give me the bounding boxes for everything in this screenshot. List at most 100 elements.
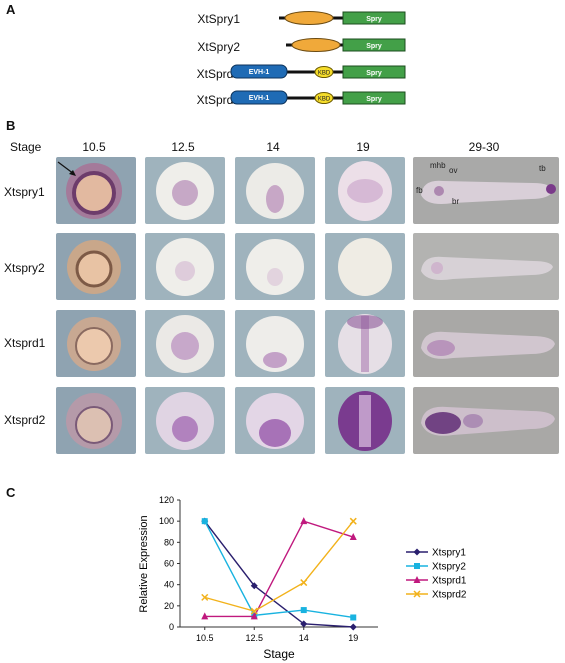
row-label-xtspry2: Xtspry2 — [4, 261, 45, 275]
embryo-image-xtspry2-10-5 — [56, 233, 136, 300]
legend: Xtspry1 Xtspry2 Xtsprd1 Xtsprd2 — [406, 548, 467, 601]
embryo-image-xtsprd2-29-30 — [413, 387, 559, 454]
series-line — [204, 520, 354, 612]
data-point — [413, 548, 421, 556]
embryo-image-xtspry2-29-30 — [413, 233, 559, 300]
series-xtsprd2 — [201, 517, 357, 615]
panel-b-letter: B — [6, 118, 16, 133]
protein-label-xtsprd2: XtSprd2 — [196, 93, 240, 107]
protein-label-xtspry1: XtSpry1 — [197, 12, 240, 26]
evh-text-xtsprd2: EVH-1 — [249, 95, 270, 102]
kbd-domain-xtsprd2 — [314, 92, 334, 104]
panel-c-letter: C — [6, 485, 16, 500]
ellipse-domain-xtspry2 — [291, 38, 341, 52]
x-tick-label: 19 — [348, 633, 358, 643]
data-point — [201, 612, 209, 620]
kbd-domain-xtsprd1 — [314, 66, 334, 78]
data-point — [414, 563, 420, 569]
panel-a-letter: A — [6, 2, 16, 17]
ellipse-domain-xtspry1 — [284, 11, 334, 25]
data-point — [349, 533, 357, 541]
spry-text-xtspry1: Spry — [366, 16, 382, 23]
evh-text-xtsprd1: EVH-1 — [249, 69, 270, 76]
row-label-xtsprd1: Xtsprd1 — [4, 336, 46, 350]
spry-text-xtspry2: Spry — [366, 43, 382, 50]
series-line — [204, 520, 354, 628]
kbd-text-xtsprd2: KBD — [318, 97, 331, 103]
stage-axis-label: Stage — [10, 140, 42, 154]
annotation-br: br — [452, 197, 460, 206]
embryo-image-xtsprd1-29-30 — [413, 310, 559, 377]
embryo-image-xtsprd2-19 — [325, 387, 405, 454]
x-ticks: 10.5 12.5 14 19 — [196, 627, 358, 643]
stage-header-29-30: 29-30 — [468, 140, 500, 154]
spry-domain-xtspry2 — [342, 38, 406, 52]
legend-item-xtsprd2: Xtsprd2 — [406, 590, 467, 601]
stage-header-14: 14 — [266, 140, 280, 154]
evh-domain-xtsprd2 — [230, 90, 288, 105]
data-point — [201, 518, 208, 525]
series-line — [204, 520, 354, 618]
data-point — [300, 579, 308, 587]
protein-label-xtspry2: XtSpry2 — [197, 40, 240, 54]
legend-item-xtspry2: Xtspry2 — [406, 562, 466, 573]
data-point — [250, 582, 258, 590]
series-group — [201, 517, 357, 631]
legend-label: Xtsprd2 — [432, 590, 467, 601]
kbd-text-xtsprd1: KBD — [318, 71, 331, 77]
y-ticks: 0 20 40 60 80 100 120 — [159, 495, 180, 632]
annotation-mhb: mhb — [430, 161, 446, 170]
embryo-image-xtspry1-12-5 — [145, 157, 225, 224]
arrow-icon — [57, 161, 76, 176]
embryo-image-xtsprd1-19 — [325, 310, 405, 377]
data-point — [250, 612, 258, 620]
data-point — [349, 623, 357, 631]
y-axis-label: Relative Expression — [138, 515, 150, 612]
legend-label: Xtspry2 — [432, 562, 466, 573]
embryo-image-xtsprd1-14 — [235, 310, 315, 377]
embryo-image-xtspry1-29-30 — [413, 157, 559, 224]
data-point — [349, 517, 357, 525]
x-tick-label: 10.5 — [196, 633, 214, 643]
data-point — [300, 620, 308, 628]
embryo-image-xtsprd2-14 — [235, 387, 315, 454]
row-label-xtspry1: Xtspry1 — [4, 185, 45, 199]
annotation-ov: ov — [449, 166, 458, 175]
x-tick-label: 12.5 — [245, 633, 263, 643]
legend-label: Xtspry1 — [432, 548, 466, 559]
data-point — [250, 607, 258, 615]
embryo-image-xtsprd1-10-5 — [56, 310, 136, 377]
legend-item-xtspry1: Xtspry1 — [406, 548, 466, 559]
evh-domain-xtsprd1 — [230, 64, 288, 79]
protein-label-xtsprd1: XtSprd1 — [196, 67, 240, 81]
y-tick-label: 80 — [164, 537, 174, 547]
spry-domain-xtsprd2 — [342, 91, 406, 105]
data-point — [201, 593, 209, 601]
embryo-image-xtspry1-14 — [235, 157, 315, 224]
y-tick-label: 40 — [164, 580, 174, 590]
domain-diagram: Spry Spry EVH-1 KBD Spry EVH-1 KBD Spry — [230, 11, 406, 105]
y-tick-label: 120 — [159, 495, 174, 505]
stage-header-19: 19 — [356, 140, 370, 154]
series-line — [204, 520, 354, 619]
embryo-image-xtspry2-12-5 — [145, 233, 225, 300]
embryo-image-xtsprd2-12-5 — [145, 387, 225, 454]
embryo-image-xtsprd2-10-5 — [56, 387, 136, 454]
data-point — [350, 614, 357, 621]
row-label-xtsprd2: Xtsprd2 — [4, 413, 46, 427]
spry-text-xtsprd2: Spry — [366, 96, 382, 103]
spry-domain-xtspry1 — [342, 11, 406, 25]
y-tick-label: 0 — [169, 622, 174, 632]
series-xtsprd1 — [201, 517, 357, 620]
embryo-image-xtspry1-10-5 — [56, 157, 136, 224]
stage-header-12-5: 12.5 — [171, 140, 195, 154]
data-point — [413, 576, 421, 583]
spry-domain-xtsprd1 — [342, 65, 406, 79]
embryo-image-xtsprd1-12-5 — [145, 310, 225, 377]
data-point — [413, 590, 421, 598]
y-tick-label: 60 — [164, 559, 174, 569]
x-axis-label: Stage — [263, 647, 295, 661]
y-tick-label: 100 — [159, 516, 174, 526]
spry-text-xtsprd1: Spry — [366, 70, 382, 77]
